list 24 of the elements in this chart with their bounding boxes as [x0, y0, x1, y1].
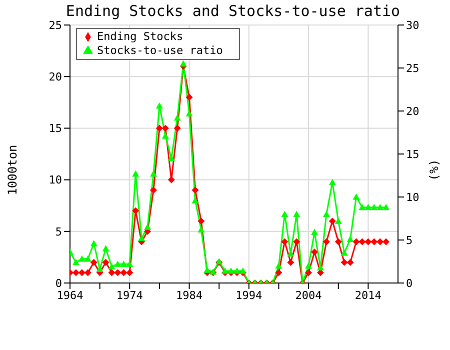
y-tick-label: 0 [55, 276, 62, 290]
chart-title: Ending Stocks and Stocks-to-use ratio [64, 2, 402, 20]
y-tick-label: 10 [48, 174, 62, 187]
y2-tick-label: 25 [406, 62, 420, 75]
x-tick-label: 2014 [354, 288, 382, 302]
y2-tick-label: 10 [406, 190, 420, 204]
y-tick-label: 25 [48, 18, 62, 32]
y2-axis-title: (%) [427, 159, 441, 181]
y2-tick-label: 30 [406, 18, 420, 32]
x-tick-label: 1994 [236, 288, 263, 302]
x-tick-label: 2004 [295, 288, 322, 302]
x-tick-label: 1974 [116, 288, 144, 302]
y-axis-title: 1000ton [5, 144, 20, 196]
legend-label: Ending Stocks [97, 30, 184, 43]
y2-tick-label: 15 [406, 148, 420, 161]
y-tick-label: 15 [48, 122, 62, 136]
legend-label: Stocks-to-use ratio [97, 44, 223, 57]
y-tick-label: 5 [55, 225, 62, 238]
y2-tick-label: 20 [406, 104, 420, 118]
y2-tick-label: 5 [406, 234, 413, 247]
x-tick-label: 1984 [176, 288, 203, 302]
y2-tick-label: 0 [406, 276, 413, 290]
x-tick-label: 1964 [56, 288, 84, 302]
y-tick-label: 20 [48, 70, 62, 84]
